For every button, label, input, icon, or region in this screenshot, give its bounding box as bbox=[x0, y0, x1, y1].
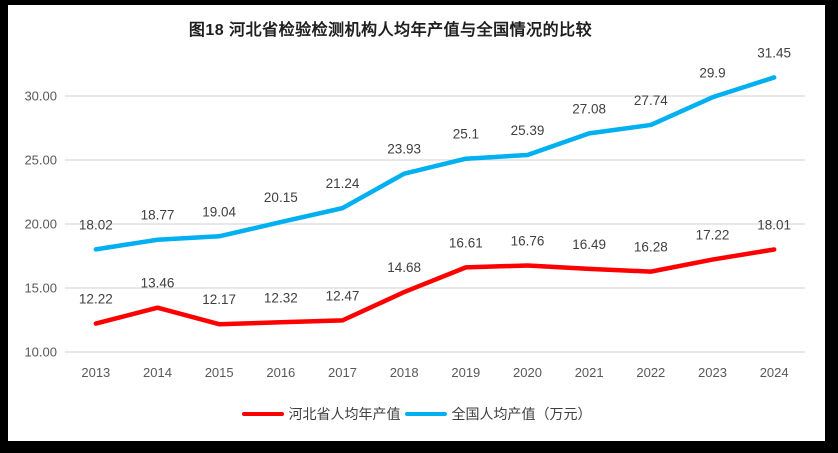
x-tick-label: 2016 bbox=[266, 365, 295, 380]
x-tick-label: 2018 bbox=[390, 365, 419, 380]
chart-legend: 河北省人均年产值 全国人均产值（万元） bbox=[8, 404, 825, 424]
data-label: 13.46 bbox=[141, 276, 175, 291]
data-label: 23.93 bbox=[387, 142, 421, 157]
data-label: 18.01 bbox=[757, 217, 791, 232]
x-tick-label: 2024 bbox=[760, 365, 789, 380]
data-label: 19.04 bbox=[202, 204, 236, 219]
data-label: 16.28 bbox=[634, 240, 668, 255]
data-label: 27.08 bbox=[572, 101, 606, 116]
x-tick-label: 2013 bbox=[81, 365, 110, 380]
x-tick-label: 2020 bbox=[513, 365, 542, 380]
data-label: 16.49 bbox=[572, 237, 606, 252]
chart-canvas: 图18 河北省检验检测机构人均年产值与全国情况的比较 10.00 15.00 20.… bbox=[8, 5, 825, 441]
data-label: 12.17 bbox=[202, 292, 236, 307]
data-label: 16.61 bbox=[449, 235, 483, 250]
data-label: 16.76 bbox=[511, 233, 545, 248]
series-line bbox=[93, 75, 777, 252]
legend-line-swatch bbox=[241, 412, 284, 416]
legend-item: 河北省人均年产值 bbox=[241, 404, 401, 424]
data-label: 27.74 bbox=[634, 93, 668, 108]
legend-label: 河北省人均年产值 bbox=[288, 406, 401, 422]
data-label: 29.9 bbox=[699, 65, 725, 80]
y-tick-label: 15.00 bbox=[24, 281, 57, 296]
y-tick-label: 25.00 bbox=[24, 153, 57, 168]
x-tick-label: 2019 bbox=[451, 365, 480, 380]
legend-line-swatch bbox=[404, 412, 447, 416]
data-label: 14.68 bbox=[387, 260, 421, 275]
data-label: 12.22 bbox=[79, 292, 113, 307]
data-label: 18.77 bbox=[141, 208, 175, 223]
data-label: 25.1 bbox=[453, 127, 479, 142]
data-label: 31.45 bbox=[757, 45, 791, 60]
x-tick-label: 2022 bbox=[636, 365, 665, 380]
chart-title: 图18 河北省检验检测机构人均年产值与全国情况的比较 bbox=[188, 22, 593, 39]
legend-label: 全国人均产值（万元） bbox=[451, 406, 592, 422]
data-label: 20.15 bbox=[264, 190, 298, 205]
data-label: 17.22 bbox=[696, 228, 730, 243]
data-label: 25.39 bbox=[511, 123, 545, 138]
y-tick-label: 10.00 bbox=[24, 345, 57, 360]
x-tick-label: 2014 bbox=[143, 365, 172, 380]
x-tick-label: 2021 bbox=[575, 365, 604, 380]
legend-item: 全国人均产值（万元） bbox=[404, 404, 592, 424]
data-label: 18.02 bbox=[79, 217, 113, 232]
x-tick-label: 2015 bbox=[205, 365, 234, 380]
data-label: 12.47 bbox=[326, 288, 360, 303]
y-tick-label: 30.00 bbox=[24, 89, 57, 104]
data-label: 21.24 bbox=[326, 176, 360, 191]
line-chart: 10.00 15.00 20.00 25.00 30.00 2013 2014 2015 201… bbox=[24, 45, 805, 380]
series-line bbox=[93, 247, 777, 327]
y-tick-label: 20.00 bbox=[24, 217, 57, 232]
x-tick-label: 2023 bbox=[698, 365, 727, 380]
data-label: 12.32 bbox=[264, 290, 298, 305]
x-tick-label: 2017 bbox=[328, 365, 357, 380]
